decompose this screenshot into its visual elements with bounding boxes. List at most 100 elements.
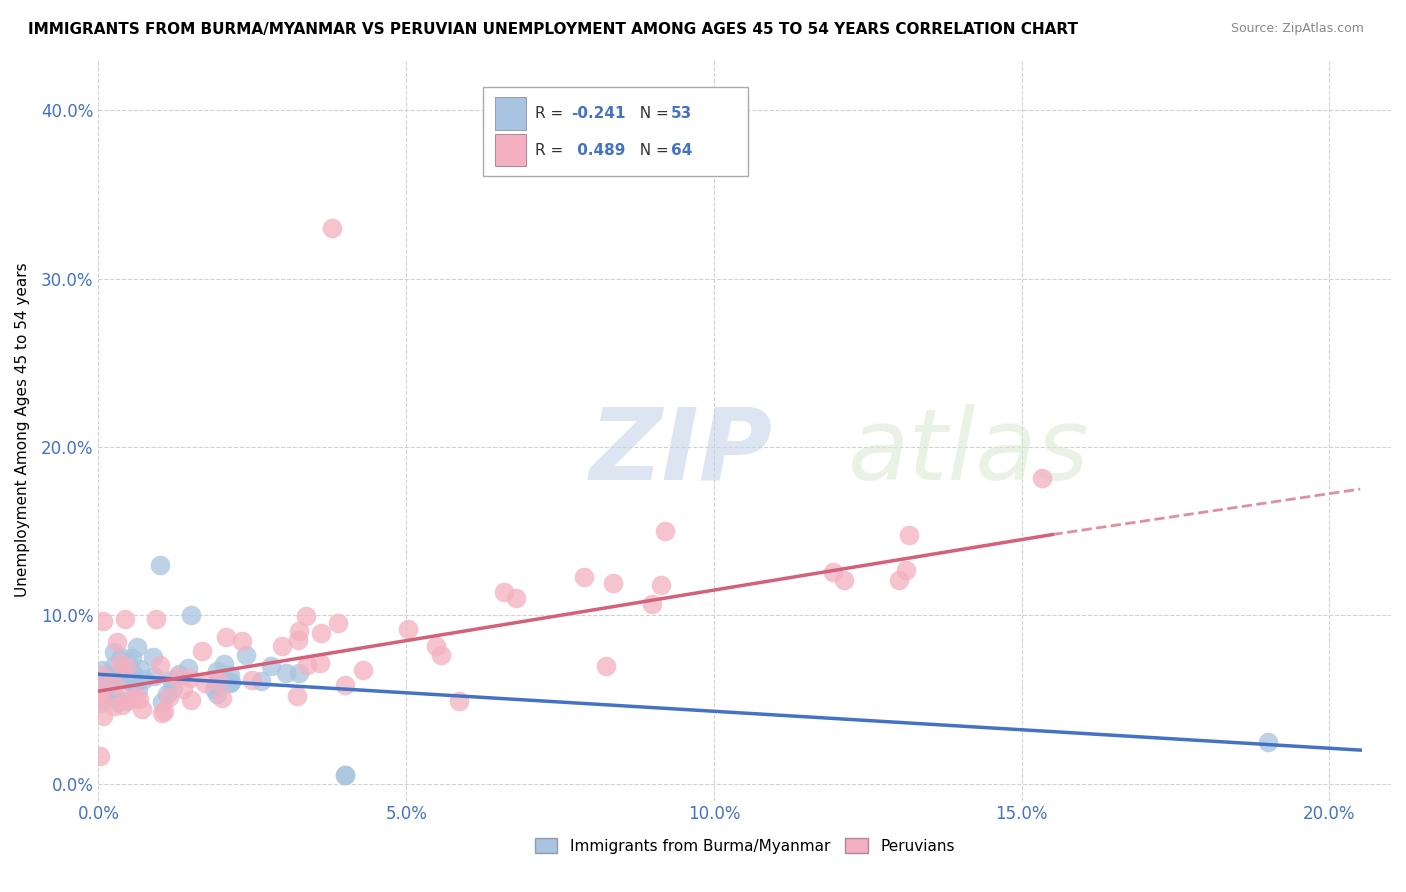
Point xyxy=(91,678,114,692)
Point xyxy=(333,678,356,692)
Point xyxy=(89,748,111,763)
Point xyxy=(887,573,910,587)
Point xyxy=(129,662,152,676)
Point xyxy=(270,640,292,654)
Point xyxy=(211,691,233,706)
Point xyxy=(90,674,112,689)
Point xyxy=(179,671,201,685)
Point xyxy=(103,698,125,713)
Point xyxy=(288,665,311,680)
Point xyxy=(309,656,332,670)
Point xyxy=(159,673,181,688)
Point xyxy=(91,668,114,682)
Text: atlas: atlas xyxy=(848,404,1090,500)
Point xyxy=(153,704,176,718)
Point xyxy=(602,575,624,590)
Point xyxy=(167,667,190,681)
Point xyxy=(89,697,111,711)
Point xyxy=(333,768,356,782)
Point xyxy=(120,673,142,688)
Point xyxy=(429,648,451,662)
Point xyxy=(285,689,308,703)
Point xyxy=(898,528,921,542)
Point xyxy=(157,690,180,704)
Point xyxy=(505,591,527,606)
Text: N =: N = xyxy=(630,143,673,158)
Point xyxy=(121,667,143,681)
Point xyxy=(98,669,121,683)
Point xyxy=(131,702,153,716)
Point xyxy=(128,691,150,706)
Point xyxy=(91,614,114,628)
Point xyxy=(162,681,184,695)
Point xyxy=(295,657,318,672)
Text: -0.241: -0.241 xyxy=(571,106,626,121)
Text: 53: 53 xyxy=(671,106,692,121)
Point xyxy=(149,658,172,673)
Text: Source: ZipAtlas.com: Source: ZipAtlas.com xyxy=(1230,22,1364,36)
Point xyxy=(260,659,283,673)
Point xyxy=(121,651,143,665)
Point xyxy=(190,644,212,658)
Point xyxy=(125,640,148,655)
Point xyxy=(287,633,309,648)
Point xyxy=(105,695,128,709)
Point xyxy=(91,709,114,723)
Point xyxy=(132,672,155,686)
Point xyxy=(834,574,856,588)
Point xyxy=(180,693,202,707)
Point xyxy=(111,673,134,687)
Point xyxy=(250,674,273,689)
Point xyxy=(219,675,242,690)
Point xyxy=(98,672,121,686)
Point xyxy=(295,608,318,623)
Point xyxy=(124,690,146,704)
Point xyxy=(311,625,333,640)
Point xyxy=(172,681,194,696)
Text: R =: R = xyxy=(536,106,568,121)
Point xyxy=(205,664,228,678)
Legend: Immigrants from Burma/Myanmar, Peruvians: Immigrants from Burma/Myanmar, Peruvians xyxy=(529,831,962,860)
Point xyxy=(103,658,125,673)
Point xyxy=(180,608,202,623)
Point xyxy=(218,668,240,682)
Point xyxy=(115,692,138,706)
Text: IMMIGRANTS FROM BURMA/MYANMAR VS PERUVIAN UNEMPLOYMENT AMONG AGES 45 TO 54 YEARS: IMMIGRANTS FROM BURMA/MYANMAR VS PERUVIA… xyxy=(28,22,1078,37)
Point xyxy=(118,674,141,689)
Point xyxy=(276,665,298,680)
Point xyxy=(143,669,166,683)
Point xyxy=(205,687,228,701)
Point xyxy=(94,685,117,699)
Point xyxy=(149,558,172,572)
Point xyxy=(104,678,127,692)
Point xyxy=(219,675,242,690)
Point xyxy=(654,524,676,539)
Point xyxy=(288,624,311,638)
Point xyxy=(105,635,128,649)
Point xyxy=(352,663,374,677)
Point xyxy=(215,631,238,645)
Point xyxy=(115,694,138,708)
Point xyxy=(110,657,132,671)
Point xyxy=(333,768,356,782)
Point xyxy=(111,698,134,712)
Point xyxy=(114,611,136,625)
Point xyxy=(1257,734,1279,748)
Point xyxy=(150,706,173,720)
Point xyxy=(240,673,263,687)
Point xyxy=(100,676,122,690)
Point xyxy=(572,570,595,584)
Point xyxy=(595,659,617,673)
Point xyxy=(87,691,110,706)
Text: ZIP: ZIP xyxy=(589,404,773,500)
Point xyxy=(235,648,257,662)
Y-axis label: Unemployment Among Ages 45 to 54 years: Unemployment Among Ages 45 to 54 years xyxy=(15,263,30,598)
Point xyxy=(396,622,419,636)
Point xyxy=(121,667,143,681)
Point xyxy=(641,597,664,611)
Point xyxy=(650,578,672,592)
Point xyxy=(145,611,167,625)
Point xyxy=(110,666,132,681)
Point xyxy=(328,615,350,630)
Point xyxy=(156,687,179,701)
